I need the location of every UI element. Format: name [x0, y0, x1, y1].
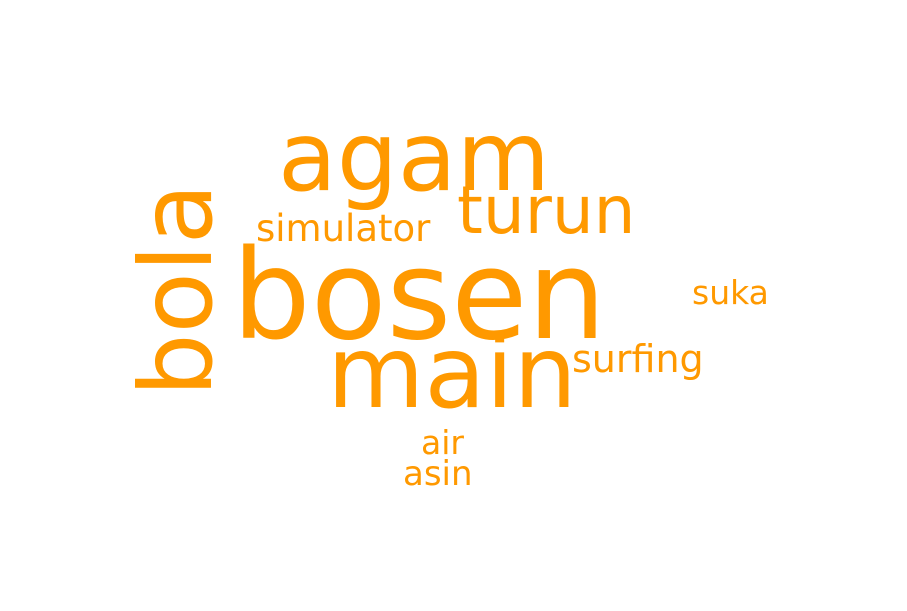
word-suka: suka: [692, 273, 769, 312]
word-agam: agam: [278, 101, 551, 213]
word-asin: asin: [403, 454, 473, 494]
word-simulator: simulator: [256, 207, 431, 250]
word-bosen: bosen: [232, 224, 607, 368]
word-turun: turun: [457, 172, 636, 249]
word-main: main: [327, 314, 577, 431]
word-surfing: surfing: [572, 337, 704, 381]
word-air: air: [421, 423, 464, 462]
word-bola: bola: [118, 183, 235, 397]
